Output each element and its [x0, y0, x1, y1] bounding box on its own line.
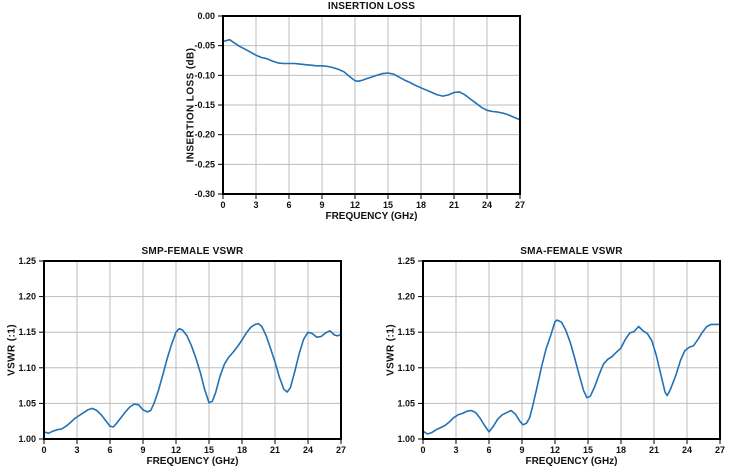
x-tick-label: 15: [204, 445, 214, 455]
x-tick-label: 27: [515, 200, 525, 210]
plot-frame: [222, 15, 521, 195]
x-tick-label: 12: [550, 445, 560, 455]
x-tick-label: 6: [486, 445, 491, 455]
x-tick-label: 18: [237, 445, 247, 455]
x-tick-label: 27: [336, 445, 346, 455]
x-tick-label: 3: [253, 200, 258, 210]
x-tick-label: 0: [220, 200, 225, 210]
x-tick-label: 9: [140, 445, 145, 455]
x-tick-label: 18: [416, 200, 426, 210]
y-tick-label: 1.25: [18, 256, 36, 266]
x-tick-label: 6: [107, 445, 112, 455]
x-tick-label: 27: [715, 445, 725, 455]
x-tick-label: 15: [383, 200, 393, 210]
smp-female-vswr-x-axis-label: FREQUENCY (GHz): [146, 456, 239, 467]
y-tick-label: 1.10: [18, 363, 36, 373]
data-series-line: [422, 319, 721, 435]
y-tick-label: 1.05: [397, 398, 415, 408]
y-tick-label: 1.20: [18, 292, 36, 302]
y-tick-label: 1.00: [397, 434, 415, 444]
insertion-loss-plot: 0 3 6 9 12 15 18 21 24 27 0.00 -0.05 -0.10 -0.15 -0.20…: [194, 11, 525, 210]
y-tick-label: 1.05: [18, 398, 36, 408]
x-tick-label: 21: [270, 445, 280, 455]
y-tick-label: -0.10: [194, 70, 215, 80]
y-tick-label: -0.05: [194, 41, 215, 51]
x-tick-label: 0: [420, 445, 425, 455]
plot-frame: [422, 260, 721, 440]
data-series-line: [222, 38, 521, 121]
smp-female-vswr-title: SMP-FEMALE VSWR: [141, 246, 244, 257]
y-tick-label: 1.10: [397, 363, 415, 373]
x-tick-label: 24: [682, 445, 692, 455]
y-tick-label: -0.15: [194, 100, 215, 110]
x-tick-label: 21: [449, 200, 459, 210]
sma-female-vswr-title: SMA-FEMALE VSWR: [520, 246, 623, 257]
y-tick-label: 1.00: [18, 434, 36, 444]
smp-female-vswr-chart: SMP-FEMALE VSWR VSWR (:1) 0 3 6 9 12 15 18 21 24…: [0, 245, 352, 471]
sma-female-vswr-x-axis-label: FREQUENCY (GHz): [525, 456, 618, 467]
insertion-loss-x-axis-label: FREQUENCY (GHz): [325, 211, 418, 222]
insertion-loss-title: INSERTION LOSS: [327, 1, 416, 12]
x-tick-label: 21: [649, 445, 659, 455]
smp-female-vswr-plot: 0 3 6 9 12 15 18 21 24 27 1.25 1.20 1.15 1.10 1.05 1.00: [18, 256, 346, 455]
x-tick-label: 15: [583, 445, 593, 455]
x-tick-label: 9: [519, 445, 524, 455]
y-tick-label: -0.25: [194, 159, 215, 169]
y-tick-label: -0.30: [194, 189, 215, 199]
sma-female-vswr-plot: 0 3 6 9 12 15 18 21 24 27 1.25 1.20 1.15 1.10 1.05 1.00: [397, 256, 725, 455]
x-tick-label: 0: [41, 445, 46, 455]
plot-frame: [43, 260, 342, 440]
y-tick-label: 1.20: [397, 292, 415, 302]
x-tick-label: 3: [74, 445, 79, 455]
x-tick-label: 3: [453, 445, 458, 455]
y-tick-label: 0.00: [197, 11, 215, 21]
x-tick-label: 9: [319, 200, 324, 210]
x-tick-label: 6: [286, 200, 291, 210]
x-tick-label: 24: [482, 200, 492, 210]
x-tick-label: 24: [303, 445, 313, 455]
y-tick-label: 1.25: [397, 256, 415, 266]
y-tick-label: 1.15: [18, 327, 36, 337]
y-tick-label: 1.15: [397, 327, 415, 337]
y-tick-label: -0.20: [194, 130, 215, 140]
x-tick-label: 12: [171, 445, 181, 455]
x-tick-label: 18: [616, 445, 626, 455]
sma-female-vswr-chart: SMA-FEMALE VSWR VSWR (:1) 0 3 6 9 12 15 18 21 24…: [379, 245, 731, 471]
data-series-line: [43, 322, 342, 435]
x-tick-label: 12: [350, 200, 360, 210]
